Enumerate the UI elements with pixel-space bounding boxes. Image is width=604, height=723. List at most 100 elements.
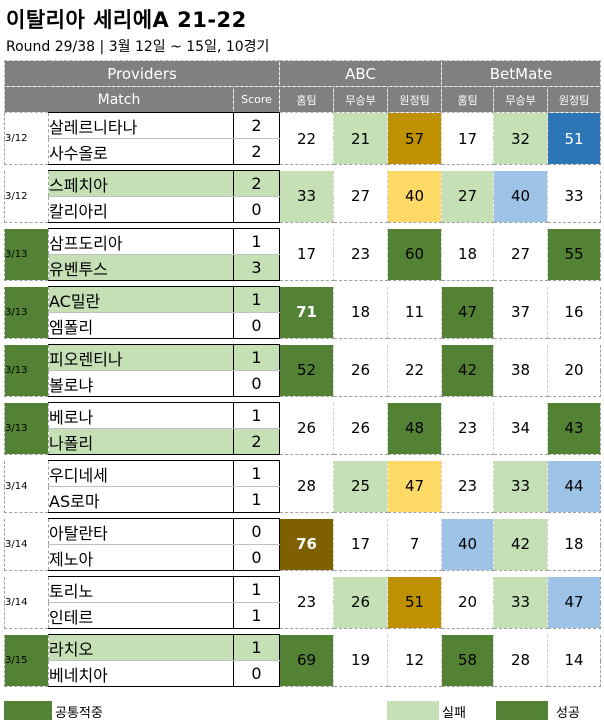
abc-home-value: 52 <box>279 344 335 397</box>
abc-home-value: 76 <box>279 518 335 571</box>
betmate-away-value: 16 <box>547 286 602 339</box>
away-score: 1 <box>233 602 281 629</box>
home-team: 살레르니타나 <box>48 112 234 139</box>
home-score: 1 <box>233 460 281 487</box>
abc-away-value: 12 <box>387 634 443 687</box>
header-row-match: Match Score 홈팀 무승부 원정팀 홈팀 무승부 원정팀 <box>4 86 602 113</box>
abc-draw-value: 17 <box>333 518 389 571</box>
home-team: 피오렌티나 <box>48 344 234 371</box>
match-row-away: 엠폴리 0 <box>5 312 601 339</box>
away-score: 0 <box>233 196 281 223</box>
match-row: 3/13 AC밀란 1 71 18 11 47 37 16 <box>4 286 602 339</box>
match-row-away: 나폴리 2 <box>5 428 601 455</box>
home-team: 토리노 <box>48 576 234 603</box>
abc-draw-value: 26 <box>333 344 389 397</box>
betmate-away-value: 51 <box>547 112 602 165</box>
betmate-draw-value: 28 <box>493 634 549 687</box>
abc-home-value: 71 <box>279 286 335 339</box>
match-date: 3/13 <box>4 228 49 281</box>
match-row-away: 볼로냐 0 <box>5 370 601 397</box>
legend-fail-label: 실패 <box>442 706 466 721</box>
betmate-draw-value: 27 <box>493 228 549 281</box>
abc-home-value: 23 <box>279 576 335 629</box>
away-team: 유벤투스 <box>48 254 234 281</box>
abc-away-value: 48 <box>387 402 443 455</box>
away-score: 3 <box>233 254 281 281</box>
abc-away-value: 40 <box>387 170 443 223</box>
betmate-away-value: 44 <box>547 460 602 513</box>
score-header: Score <box>232 86 281 113</box>
match-date: 3/14 <box>4 460 49 513</box>
abc-draw-value: 26 <box>333 402 389 455</box>
betmate-draw-value: 38 <box>493 344 549 397</box>
away-team: 제노아 <box>48 544 234 571</box>
betmate-away-value: 18 <box>547 518 602 571</box>
home-score: 1 <box>233 576 281 603</box>
match-row-away: 칼리아리 0 <box>5 196 601 223</box>
away-score: 2 <box>233 428 281 455</box>
away-team: 엠폴리 <box>48 312 234 339</box>
abc-home-value: 22 <box>279 112 335 165</box>
abc-home-value: 28 <box>279 460 335 513</box>
abc-home-header: 홈팀 <box>279 86 335 113</box>
home-team: 스페치아 <box>48 170 234 197</box>
away-team: 사수올로 <box>48 138 234 165</box>
match-date: 3/13 <box>4 286 49 339</box>
betmate-home-value: 17 <box>441 112 495 165</box>
abc-away-value: 57 <box>387 112 443 165</box>
abc-away-value: 11 <box>387 286 443 339</box>
betmate-home-value: 27 <box>441 170 495 223</box>
match-row-away: 인테르 1 <box>5 602 601 629</box>
match-row-away: 사수올로 2 <box>5 138 601 165</box>
abc-away-value: 22 <box>387 344 443 397</box>
abc-draw-value: 21 <box>333 112 389 165</box>
betmate-draw-header: 무승부 <box>493 86 549 113</box>
away-score: 0 <box>233 370 281 397</box>
page-subtitle: Round 29/38 | 3월 12일 ~ 15일, 10경기 <box>6 39 270 55</box>
betmate-draw-value: 33 <box>493 576 549 629</box>
match-date: 3/12 <box>4 112 49 165</box>
match-date: 3/14 <box>4 518 49 571</box>
match-date: 3/12 <box>4 170 49 223</box>
away-score: 0 <box>233 312 281 339</box>
home-team: 삼프도리아 <box>48 228 234 255</box>
page-title: 이탈리아 세리에A 21-22 <box>6 8 247 32</box>
providers-header: Providers <box>3 60 281 87</box>
away-score: 1 <box>233 486 281 513</box>
away-team: 칼리아리 <box>48 196 234 223</box>
betmate-away-value: 47 <box>547 576 602 629</box>
betmate-header: BetMate <box>441 60 602 87</box>
abc-away-value: 7 <box>387 518 443 571</box>
betmate-home-value: 20 <box>441 576 495 629</box>
header-row-providers: Providers ABC BetMate <box>3 60 602 87</box>
abc-draw-value: 27 <box>333 170 389 223</box>
abc-draw-value: 19 <box>333 634 389 687</box>
match-row: 3/15 라치오 1 69 19 12 58 28 14 <box>4 634 602 687</box>
match-date: 3/15 <box>4 634 49 687</box>
legend-common-swatch <box>4 701 52 720</box>
match-row: 3/13 삼프도리아 1 17 23 60 18 27 55 <box>4 228 602 281</box>
prediction-table: Providers ABC BetMate Match Score 홈팀 무승부… <box>3 60 602 687</box>
away-score: 2 <box>233 138 281 165</box>
betmate-away-value: 20 <box>547 344 602 397</box>
abc-draw-value: 26 <box>333 576 389 629</box>
home-score: 1 <box>233 402 281 429</box>
match-date: 3/13 <box>4 402 49 455</box>
home-score: 1 <box>233 634 281 661</box>
home-score: 2 <box>233 170 281 197</box>
abc-draw-value: 25 <box>333 460 389 513</box>
match-row: 3/14 아탈란타 0 76 17 7 40 42 18 <box>4 518 602 571</box>
match-row-away: 유벤투스 3 <box>5 254 601 281</box>
betmate-draw-value: 34 <box>493 402 549 455</box>
betmate-draw-value: 42 <box>493 518 549 571</box>
abc-home-value: 26 <box>279 402 335 455</box>
home-team: 베로나 <box>48 402 234 429</box>
match-row: 3/14 우디네세 1 28 25 47 23 33 44 <box>4 460 602 513</box>
away-team: 볼로냐 <box>48 370 234 397</box>
home-team: 우디네세 <box>48 460 234 487</box>
abc-home-value: 69 <box>279 634 335 687</box>
betmate-home-value: 42 <box>441 344 495 397</box>
match-row: 3/13 베로나 1 26 26 48 23 34 43 <box>4 402 602 455</box>
legend-fail-swatch <box>387 701 439 720</box>
home-team: 라치오 <box>48 634 234 661</box>
